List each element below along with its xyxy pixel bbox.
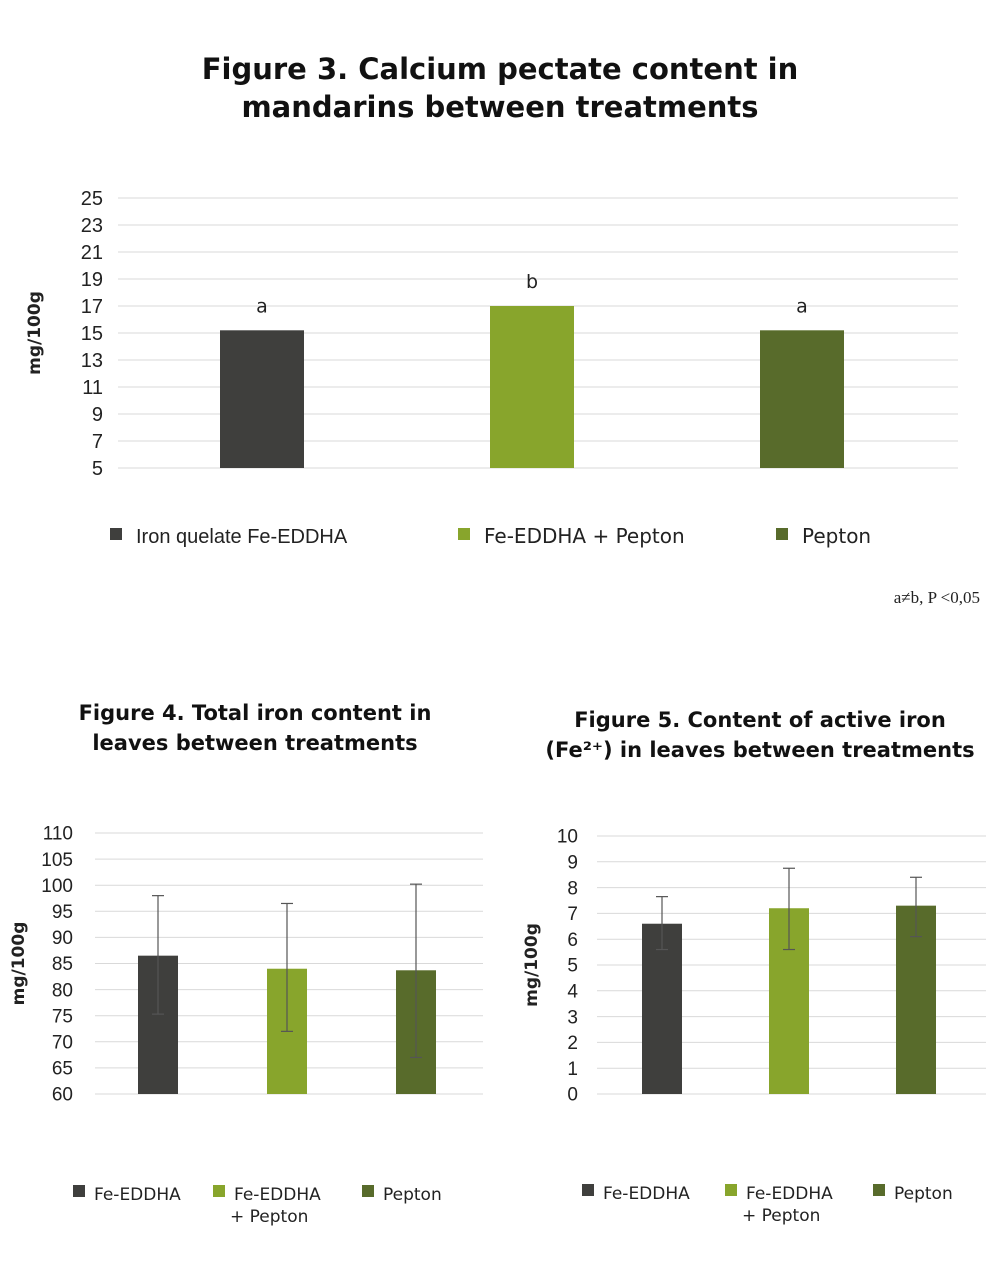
legend-swatch: [776, 528, 788, 540]
legend-label: Fe-EDDHA: [603, 1184, 690, 1204]
bar: [490, 306, 574, 468]
figure-4-title-line-1: Figure 4. Total iron content in: [78, 701, 432, 725]
y-tick-label: 3: [567, 1007, 578, 1028]
y-axis-label: mg/100g: [25, 291, 45, 375]
y-tick-label: 9: [92, 404, 103, 426]
legend-swatch: [213, 1185, 225, 1197]
y-tick-label: 65: [52, 1059, 73, 1080]
y-tick-label: 15: [81, 323, 103, 345]
y-tick-label: 17: [81, 296, 103, 318]
legend-swatch: [725, 1184, 737, 1196]
y-tick-label: 7: [567, 904, 578, 925]
figure-3-title-line-2: mandarins between treatments: [241, 90, 759, 124]
y-tick-label: 70: [52, 1032, 73, 1053]
significance-note: a≠b, P <0,05: [893, 588, 980, 607]
legend-label: Pepton: [894, 1184, 953, 1204]
bar: [220, 330, 304, 468]
chart-4: 60 65 70 75 80 85 90 95 100 105 110 mg/100g Fe-EDDHA…: [9, 824, 483, 1227]
y-tick-label: 21: [81, 242, 103, 264]
y-tick-label: 0: [567, 1085, 578, 1106]
y-tick-label: 13: [81, 350, 103, 372]
y-tick-label: 7: [92, 431, 103, 453]
y-tick-label: 11: [82, 377, 103, 399]
bar-significance-label: a: [256, 295, 268, 317]
y-tick-label: 85: [52, 954, 73, 975]
y-tick-label: 9: [567, 852, 578, 873]
y-tick-label: 19: [81, 269, 103, 291]
figure-3-title: Figure 3. Calcium pectate content in man…: [60, 50, 940, 126]
y-tick-label: 2: [567, 1033, 578, 1054]
chart-3: 5 7 9 11 13 15 17 19 21 23 25 mg/100g a Iron quelate …: [25, 188, 958, 548]
figure-4-title-line-2: leaves between treatments: [92, 731, 418, 755]
bar-significance-label: b: [526, 271, 538, 293]
y-axis-label: mg/100g: [9, 922, 29, 1006]
figure-5-title-line-2: (Fe²⁺) in leaves between treatments: [545, 738, 975, 762]
legend-label: + Pepton: [230, 1207, 308, 1227]
bar: [642, 923, 682, 1094]
legend-label: Iron quelate Fe-EDDHA: [136, 526, 348, 548]
legend-swatch: [582, 1184, 594, 1196]
y-tick-label: 5: [567, 956, 578, 977]
legend-label: Fe-EDDHA: [234, 1185, 321, 1205]
y-tick-label: 95: [52, 902, 73, 923]
legend-label: + Pepton: [742, 1206, 820, 1226]
bar-significance-label: a: [796, 295, 808, 317]
y-tick-label: 105: [41, 850, 73, 871]
y-tick-label: 6: [567, 930, 578, 951]
legend-swatch: [73, 1185, 85, 1197]
figure-5-title: Figure 5. Content of active iron (Fe²⁺) …: [525, 705, 995, 765]
legend-label: Fe-EDDHA: [94, 1185, 181, 1205]
bar: [760, 330, 844, 468]
figure-3-title-line-1: Figure 3. Calcium pectate content in: [201, 52, 799, 86]
y-tick-label: 110: [43, 824, 73, 845]
legend-swatch: [362, 1185, 374, 1197]
y-tick-label: 5: [92, 458, 103, 480]
y-tick-label: 4: [567, 981, 578, 1002]
y-tick-label: 75: [52, 1006, 73, 1027]
y-tick-label: 10: [557, 827, 578, 848]
y-tick-label: 8: [567, 878, 578, 899]
y-tick-label: 60: [52, 1085, 73, 1106]
figure-5-title-line-1: Figure 5. Content of active iron: [574, 708, 946, 732]
y-tick-label: 100: [41, 876, 73, 897]
y-tick-label: 90: [52, 928, 73, 949]
legend-label: Fe-EDDHA: [746, 1184, 833, 1204]
legend-swatch: [110, 528, 122, 540]
legend-label: Pepton: [383, 1185, 442, 1205]
y-tick-label: 1: [567, 1059, 578, 1080]
y-tick-label: 23: [81, 215, 103, 237]
legend-swatch: [873, 1184, 885, 1196]
legend-label: Pepton: [802, 524, 871, 548]
y-tick-label: 25: [81, 188, 103, 210]
figure-4-title: Figure 4. Total iron content in leaves b…: [40, 698, 470, 758]
y-axis-label: mg/100g: [522, 923, 542, 1007]
legend-swatch: [458, 528, 470, 540]
legend-label: Fe-EDDHA + Pepton: [484, 524, 685, 548]
y-tick-label: 80: [52, 980, 73, 1001]
